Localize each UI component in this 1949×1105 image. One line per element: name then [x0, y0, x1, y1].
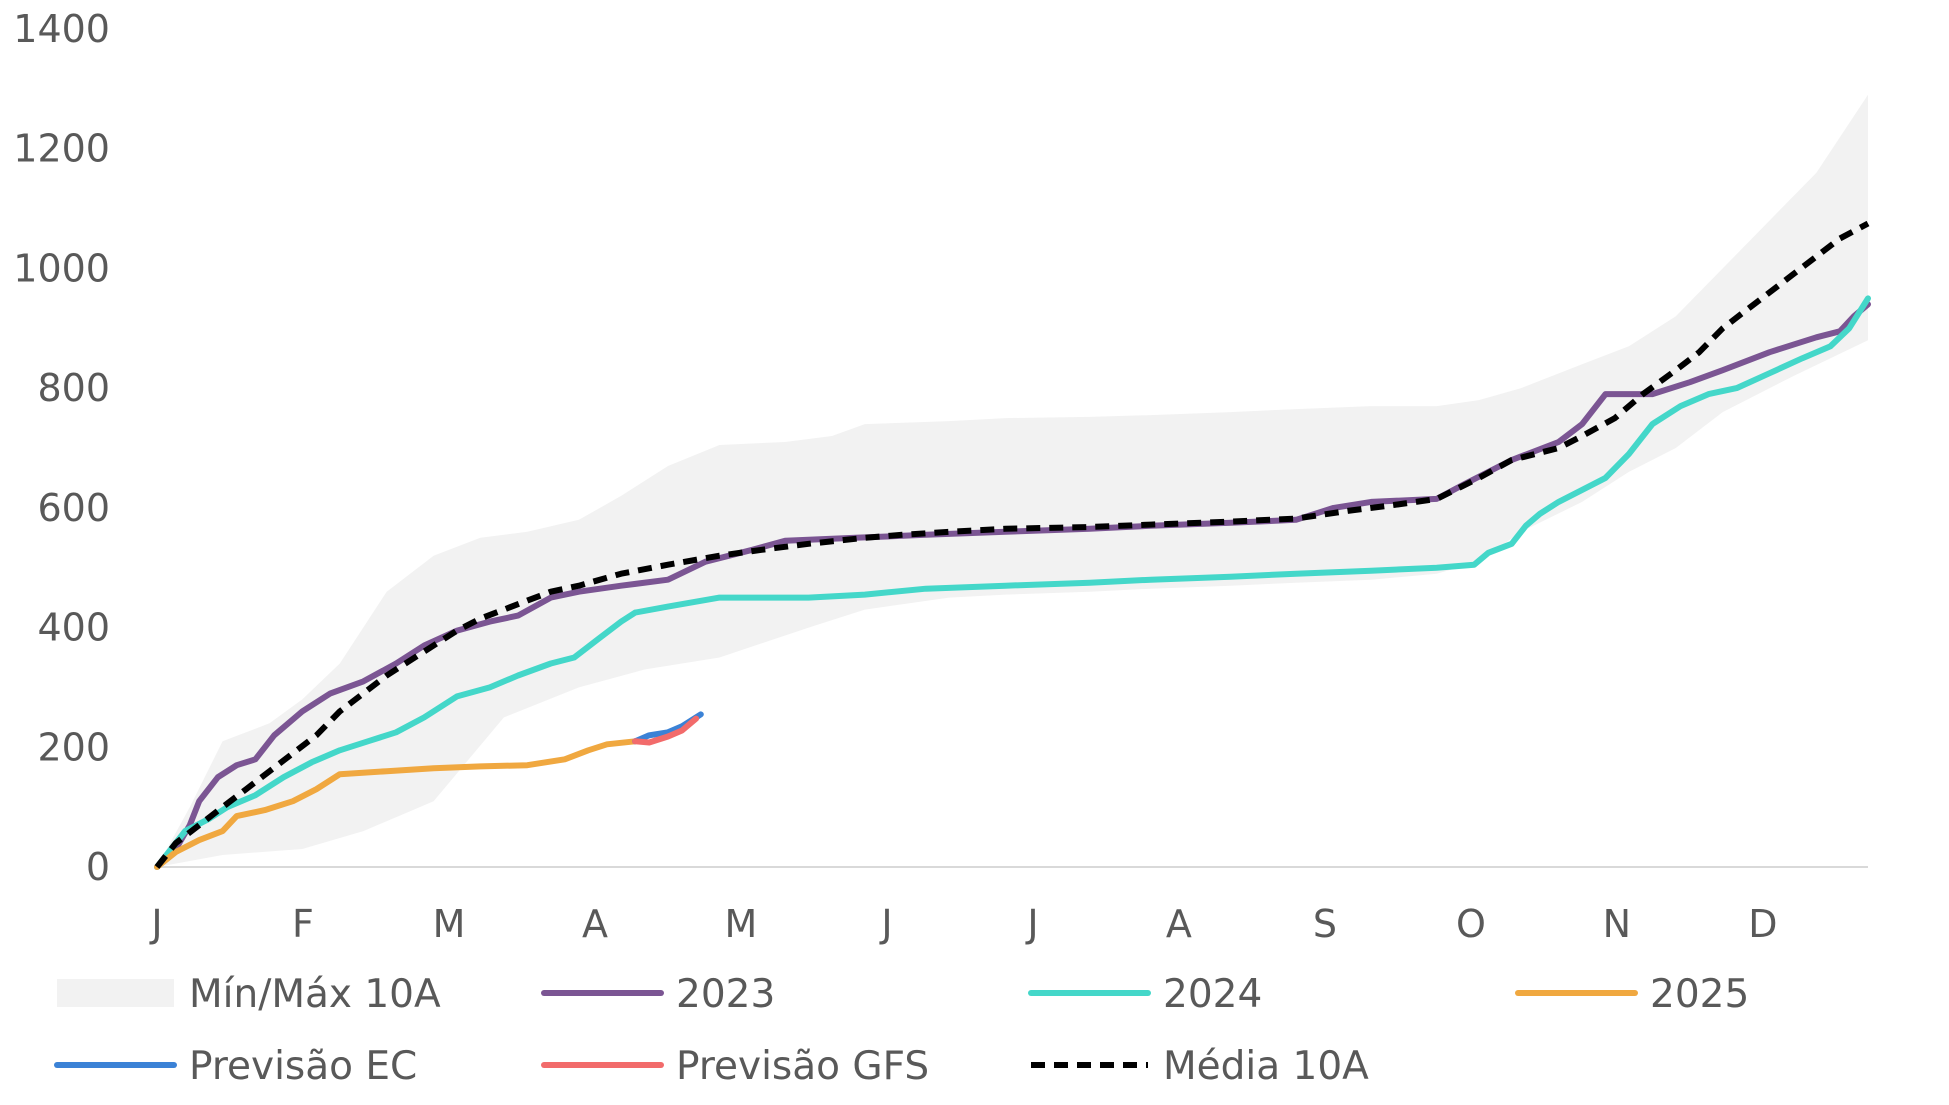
series-line-media-10a — [154, 220, 1870, 869]
legend-label-previsao-ec: Previsão EC — [189, 1044, 417, 1089]
y-tick-label: 1000 — [13, 246, 110, 290]
legend-label-media-10a: Média 10A — [1163, 1044, 1369, 1089]
y-tick-label: 800 — [37, 366, 110, 410]
x-tick-label: A — [1166, 902, 1192, 946]
x-tick-label: N — [1603, 902, 1631, 946]
y-tick-label: 0 — [86, 845, 110, 889]
x-tick-label: J — [879, 902, 892, 946]
legend-label-2023: 2023 — [676, 972, 775, 1017]
series-line-previsao-gfs — [632, 715, 700, 746]
y-axis-ticks: 0 200 400 600 800 1000 1200 1400 — [13, 7, 110, 889]
x-tick-label: M — [725, 902, 758, 946]
legend-label-2024: 2024 — [1163, 972, 1262, 1017]
series-line-2025 — [154, 738, 639, 870]
legend-label-min-max-10a: Mín/Máx 10A — [189, 972, 441, 1017]
min-max-band — [157, 94, 1868, 868]
legend-label-previsao-gfs: Previsão GFS — [676, 1044, 929, 1089]
x-tick-label: J — [149, 902, 162, 946]
x-tick-label: D — [1748, 902, 1777, 946]
y-tick-label: 200 — [37, 725, 110, 769]
legend-swatch-min-max-10a — [57, 979, 174, 1007]
series-layer — [154, 220, 1871, 870]
series-line-2023 — [154, 301, 1871, 870]
x-tick-label: J — [1025, 902, 1038, 946]
x-tick-label: O — [1456, 902, 1486, 946]
x-tick-label: A — [582, 902, 608, 946]
y-tick-label: 1200 — [13, 127, 110, 171]
y-tick-label: 1400 — [13, 7, 110, 51]
min-max-band-layer — [157, 94, 1868, 868]
y-tick-label: 600 — [37, 486, 110, 530]
legend-label-2025: 2025 — [1650, 972, 1749, 1017]
legend: Mín/Máx 10A 2023 2024 2025 Previsão EC Previs… — [54, 972, 1749, 1089]
y-tick-label: 400 — [37, 606, 110, 650]
x-tick-label: S — [1313, 902, 1337, 946]
x-tick-label: F — [292, 902, 314, 946]
x-tick-label: M — [433, 902, 466, 946]
series-line-2024 — [154, 295, 1871, 870]
